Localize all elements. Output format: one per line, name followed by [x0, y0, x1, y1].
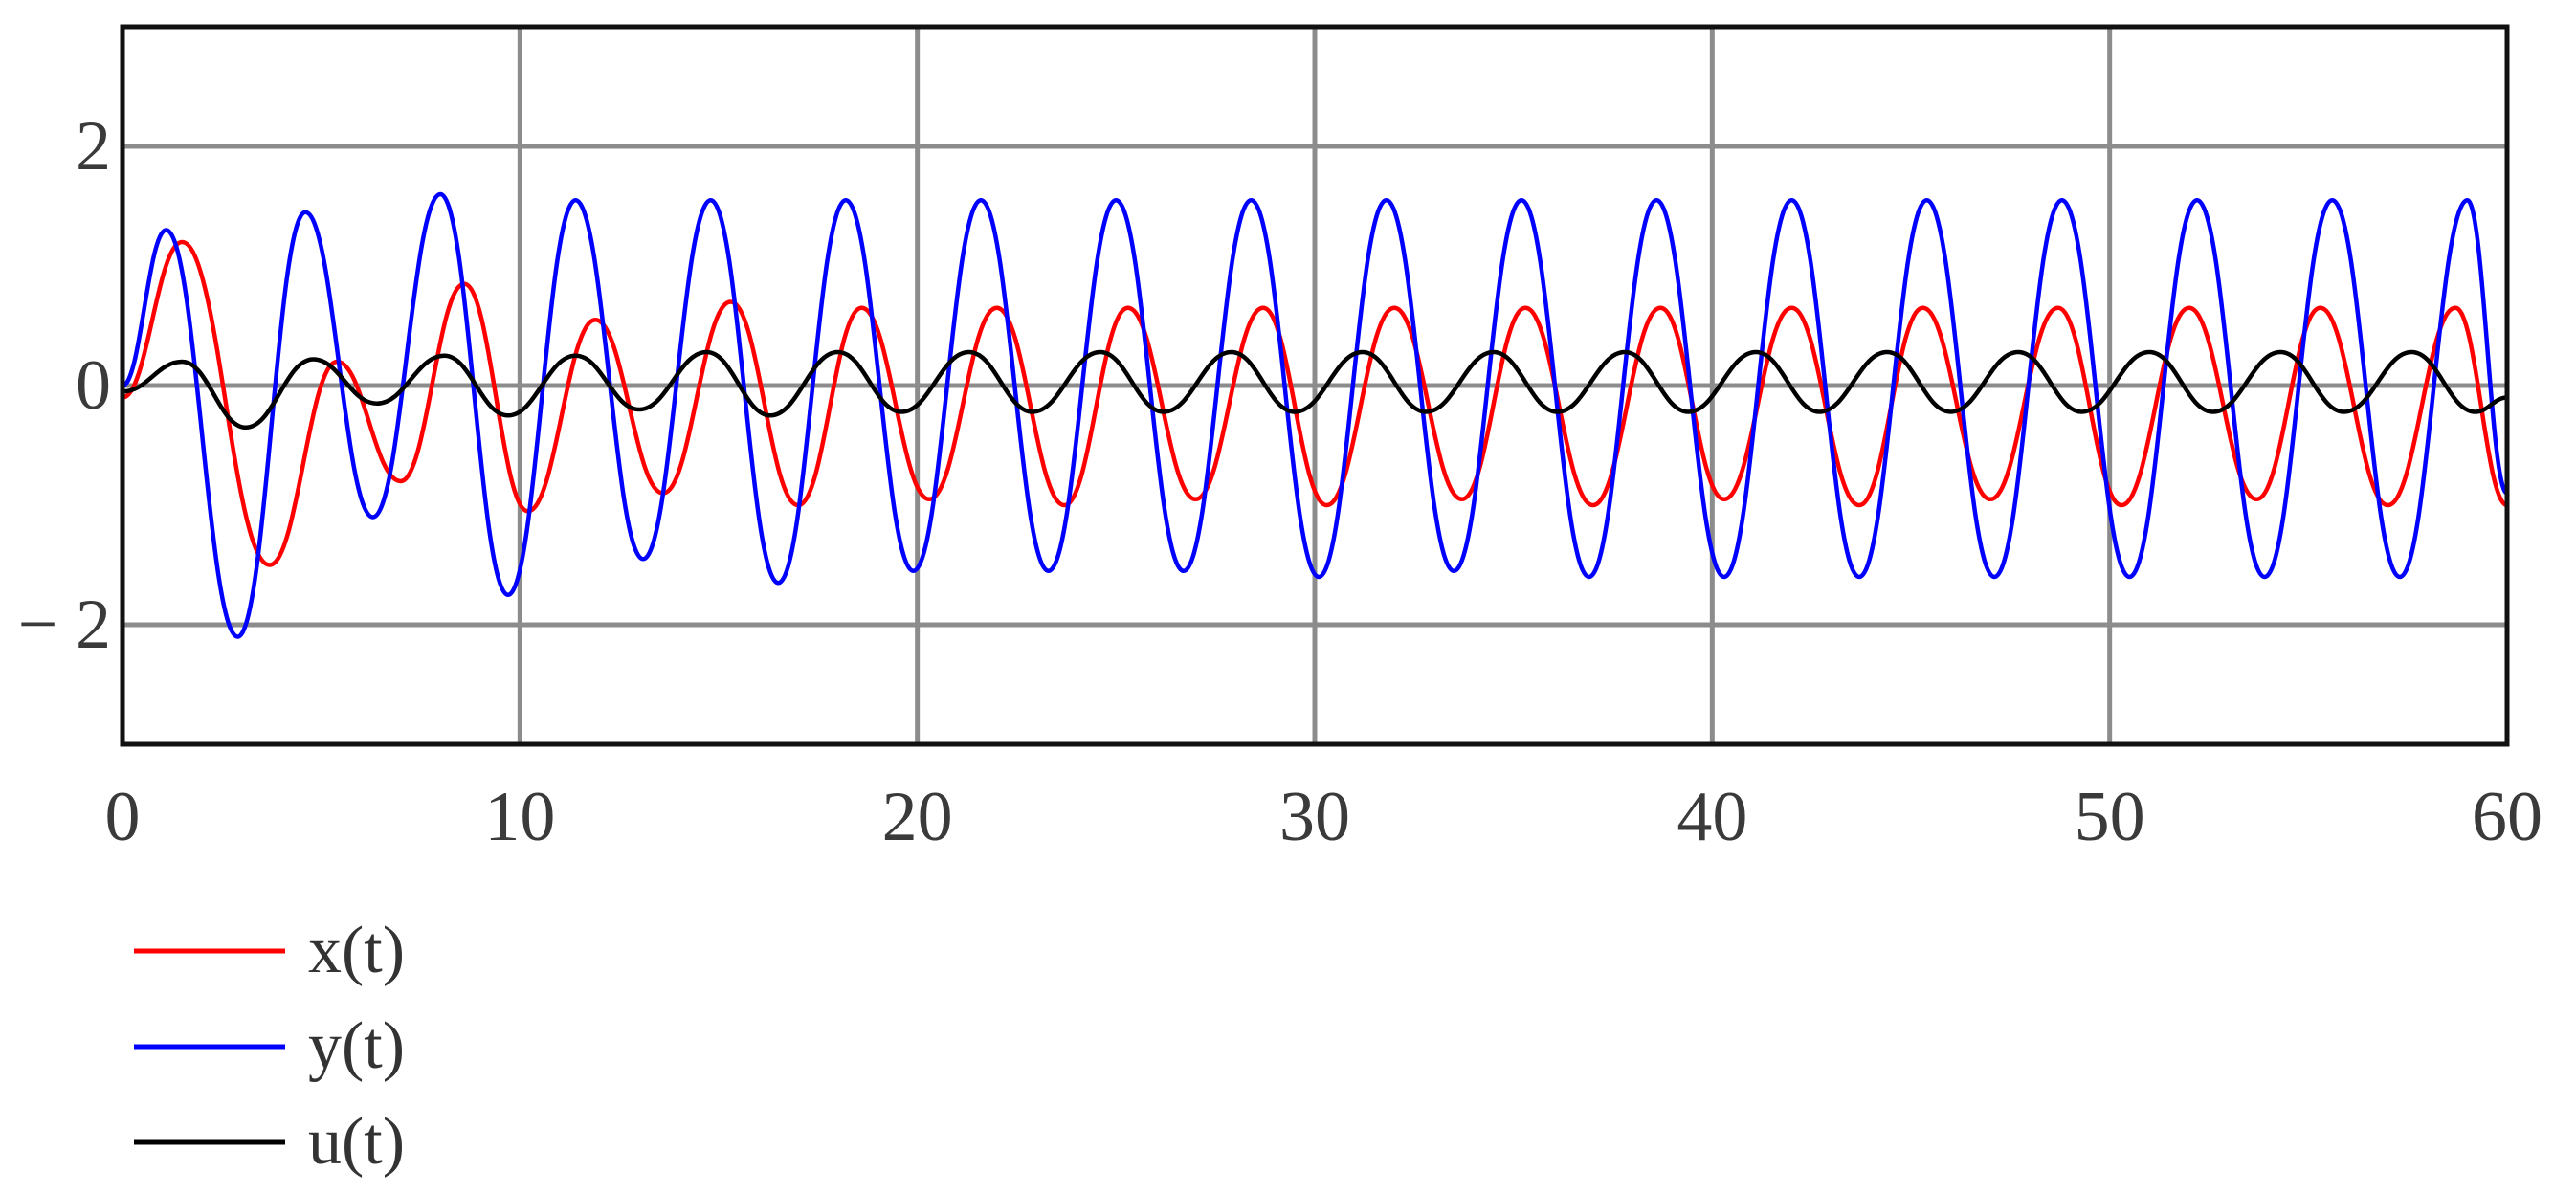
- series-group: [121, 191, 2510, 639]
- x-tick-label: 20: [882, 778, 953, 856]
- legend-label: x(t): [308, 914, 405, 987]
- legend-label: u(t): [308, 1105, 405, 1179]
- y-tick-label: 0: [76, 346, 111, 425]
- y-tick-label: 2: [76, 107, 111, 186]
- series-line-y(t): [121, 191, 2510, 639]
- grid: [122, 27, 2507, 744]
- plot-frame: [120, 24, 2510, 747]
- legend: x(t) y(t) u(t): [134, 914, 405, 1179]
- series-line-u(t): [122, 349, 2508, 431]
- legend-label: y(t): [308, 1009, 405, 1083]
- y-tick-label: − 2: [18, 586, 111, 664]
- x-tick-label: 50: [2075, 778, 2145, 856]
- x-tick-label: 10: [484, 778, 555, 856]
- x-tick-label: 30: [1279, 778, 1350, 856]
- x-tick-label: 40: [1677, 778, 1747, 856]
- x-tick-label: 60: [2472, 778, 2543, 856]
- x-tick-label: 0: [105, 778, 141, 856]
